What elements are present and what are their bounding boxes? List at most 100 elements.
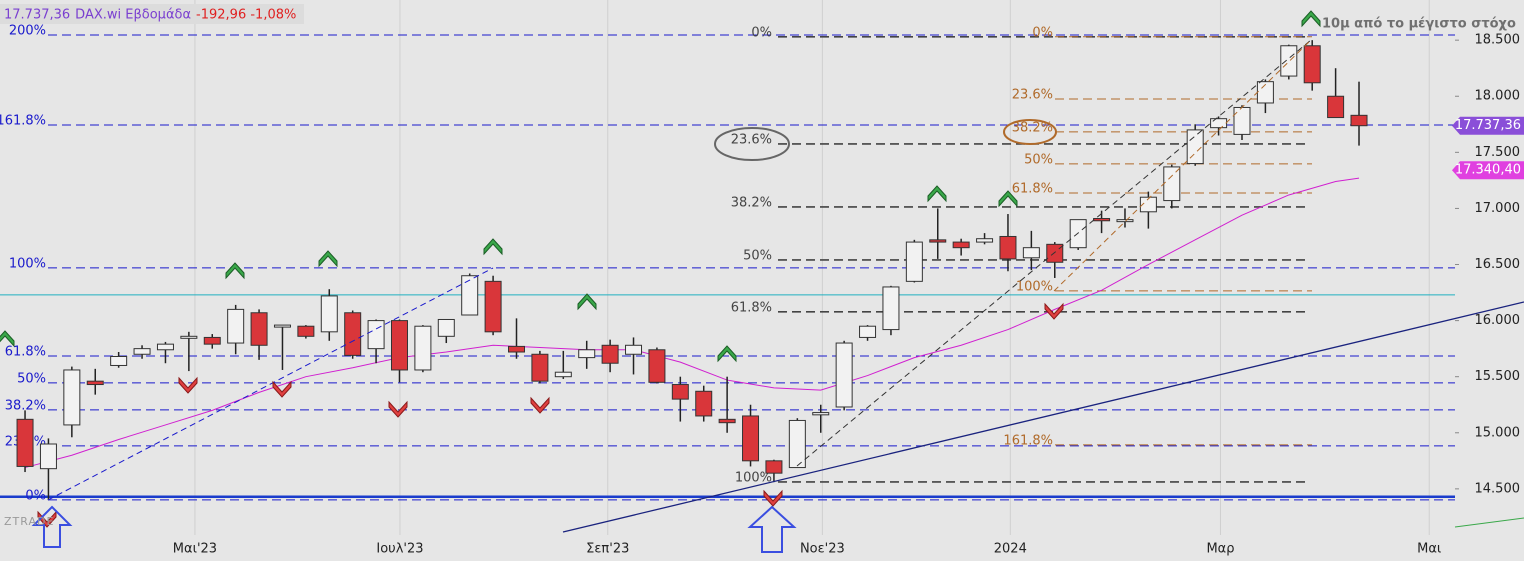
- candle-body: [1046, 243, 1064, 263]
- highlight-circle: [1003, 119, 1057, 145]
- candle-body: [742, 415, 760, 462]
- candle-body: [297, 325, 315, 337]
- candle-body: [788, 419, 806, 469]
- candle-body: [1233, 106, 1251, 135]
- candle-body: [484, 280, 502, 333]
- candle: [461, 273, 479, 316]
- candle-body: [1186, 129, 1204, 165]
- buy-signal: [225, 262, 245, 279]
- fib-label: 23.6%: [731, 132, 772, 147]
- sell-signal: [763, 490, 783, 507]
- candle-body: [1069, 219, 1087, 249]
- candle: [625, 337, 643, 375]
- candle-body: [320, 295, 338, 333]
- fib-label: 0%: [1032, 25, 1053, 40]
- fib-label: 50%: [17, 371, 46, 386]
- candle-body: [133, 348, 151, 355]
- candle: [695, 385, 713, 422]
- trendline: [796, 39, 1312, 467]
- candle-body: [156, 343, 174, 351]
- annotation: 10μ από το μέγιστο στόχο: [1322, 17, 1516, 32]
- signal-markers: [0, 10, 1321, 553]
- candle-body: [344, 312, 362, 356]
- header-bg: [0, 4, 304, 24]
- candle: [1256, 79, 1274, 114]
- fib-label: 100%: [735, 470, 772, 485]
- candle: [1139, 191, 1157, 229]
- price-label: 17.737,36: [1455, 118, 1521, 133]
- candle: [929, 208, 947, 259]
- candle: [835, 340, 853, 411]
- x-tick-label: Νοε'23: [800, 542, 845, 557]
- y-tick-label: 15.000: [1475, 425, 1521, 440]
- candle: [882, 285, 900, 336]
- candle: [1163, 164, 1181, 209]
- price-label-bg: [1452, 161, 1524, 180]
- candle: [86, 368, 104, 395]
- x-tick-label: 2024: [994, 542, 1027, 557]
- fib-label: 200%: [9, 23, 46, 38]
- candle: [1022, 230, 1040, 271]
- x-tick-label: Μαι: [1417, 542, 1441, 557]
- candle-body: [554, 371, 572, 378]
- candle-body: [227, 308, 245, 344]
- header-symbol: DAX.wi Εβδομάδα: [75, 8, 191, 23]
- candle-body: [414, 325, 432, 371]
- fib-label: 38.2%: [5, 398, 46, 413]
- candle-body: [976, 238, 994, 243]
- candle-body: [671, 384, 689, 400]
- candle-body: [203, 336, 221, 345]
- candle-body: [250, 312, 268, 346]
- candle-body: [648, 349, 666, 383]
- candle-body: [1350, 114, 1368, 127]
- candle-body: [999, 235, 1017, 260]
- fib-label: 38.2%: [1012, 120, 1053, 135]
- candle-body: [718, 418, 736, 424]
- candle-body: [180, 335, 198, 339]
- candle-body: [437, 318, 455, 337]
- fib-label: 23.6%: [1012, 87, 1053, 102]
- candle: [414, 325, 432, 373]
- candle: [367, 319, 385, 364]
- candle-body: [695, 390, 713, 417]
- buy-signal: [483, 238, 503, 255]
- candle: [859, 325, 877, 341]
- fib-label: 61.8%: [5, 344, 46, 359]
- candle-body: [390, 320, 408, 371]
- watermark: ZTRADE: [4, 515, 54, 528]
- candle: [508, 318, 526, 359]
- price-label-bg: [1452, 116, 1524, 135]
- candle-body: [1303, 45, 1321, 84]
- candle: [320, 289, 338, 341]
- candle: [344, 310, 362, 359]
- price-label: 17.340,40: [1455, 163, 1521, 178]
- trendline: [562, 301, 1524, 533]
- fib-label: 0%: [751, 25, 772, 40]
- sell-signal: [1044, 303, 1064, 320]
- candle: [1233, 105, 1251, 140]
- candle: [1069, 219, 1087, 250]
- candle: [250, 309, 268, 360]
- grid: Μαι'23 Ιουλ'23 Σεπ'23 Νοε'23 2024 Μαρ Μαι 18.50…: [173, 0, 1520, 557]
- fib-label: 161.8%: [1003, 433, 1053, 448]
- candle: [1280, 44, 1298, 80]
- candle-body: [110, 356, 128, 366]
- candle: [227, 304, 245, 355]
- candle-body: [86, 380, 104, 386]
- plot: 200% 161.8% 100% 61.8% 50% 38.2% 23.6% 0% 0% 23.6…: [0, 23, 1524, 503]
- y-tick-label: 18.000: [1475, 89, 1521, 104]
- candle-body: [1022, 247, 1040, 259]
- candle: [1116, 208, 1134, 228]
- candle-body: [882, 286, 900, 331]
- candle-body: [952, 241, 970, 249]
- candle-body: [39, 443, 57, 470]
- y-tick-label: 17.500: [1475, 145, 1521, 160]
- candle-body: [1210, 118, 1228, 129]
- y-tick-label: 14.500: [1475, 481, 1521, 496]
- candle-body: [531, 353, 549, 382]
- buy-signal: [717, 345, 737, 362]
- candle: [63, 366, 81, 438]
- trendline: [1053, 39, 1312, 292]
- y-tick-label: 16.500: [1475, 257, 1521, 272]
- candle: [133, 345, 151, 359]
